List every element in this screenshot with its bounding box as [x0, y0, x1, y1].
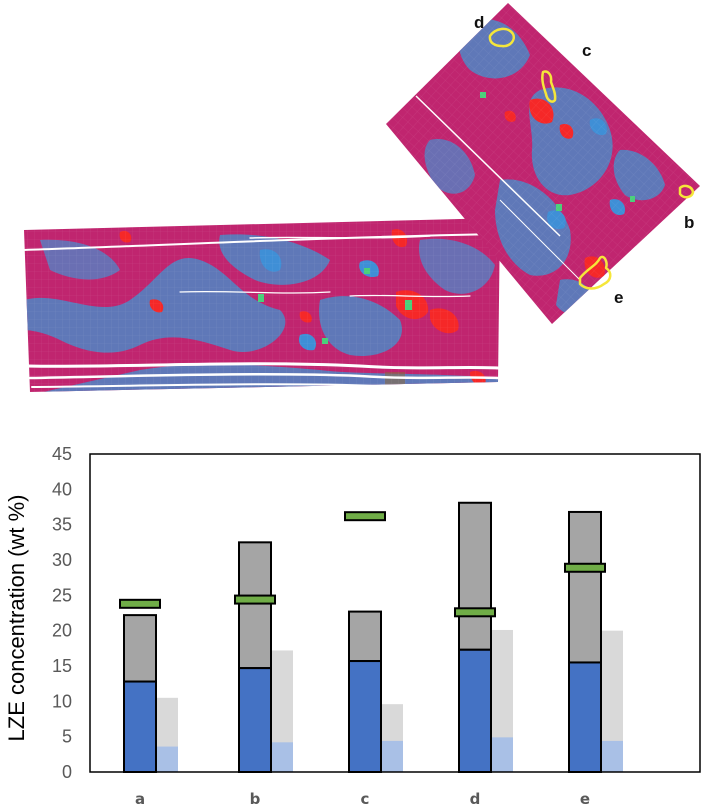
category-label-b: b: [250, 790, 261, 808]
marker-c: [344, 511, 386, 522]
region-label-e: e: [614, 288, 623, 307]
bar-upper-a: [123, 614, 157, 683]
category-label-d: d: [470, 790, 481, 808]
bar-light-lower-a: [156, 746, 178, 772]
bar-light-lower-c: [381, 740, 403, 772]
y-tick-label: 30: [52, 550, 72, 570]
y-tick-label: 5: [62, 727, 72, 747]
region-label-c: c: [582, 41, 591, 60]
outline-b: [678, 184, 695, 199]
y-tick-label: 20: [52, 621, 72, 641]
marker-d: [454, 607, 496, 618]
category-label-e: e: [580, 790, 590, 808]
category-label-a: a: [135, 790, 145, 808]
y-tick-label: 25: [52, 585, 72, 605]
bar-chart: LZE concentration (wt %) 0 5 10 15 20 25 30 35 4…: [4, 444, 701, 808]
bar-light-total-e: [601, 630, 623, 772]
bar-lower-a: [123, 680, 157, 774]
composition-map: d c b e: [23, 3, 700, 392]
y-tick-label: 0: [62, 762, 72, 782]
y-tick-label: 45: [52, 444, 72, 464]
region-label-b: b: [684, 213, 694, 232]
outline-e: [578, 255, 612, 290]
marker-b: [234, 594, 276, 605]
region-outlines: [488, 27, 695, 290]
outline-d: [488, 27, 515, 48]
scan-gaps: [23, 233, 500, 388]
y-tick-label: 15: [52, 656, 72, 676]
bar-light-total-d: [491, 629, 513, 772]
y-tick-label: 10: [52, 691, 72, 711]
plot-frame: [89, 453, 701, 773]
bar-light-total-b: [271, 650, 293, 772]
y-axis-title: LZE concentration (wt %): [4, 495, 29, 742]
bar-upper-b: [238, 541, 272, 670]
y-tick-label: 35: [52, 515, 72, 535]
bar-upper-e: [568, 510, 602, 664]
bar-upper-c: [348, 610, 382, 663]
bar-light-lower-b: [271, 742, 293, 772]
category-label-c: c: [361, 790, 370, 808]
y-tick-labels: 0 5 10 15 20 25 30 35 40 45: [52, 444, 72, 782]
bar-lower-d: [458, 648, 492, 773]
bar-lower-e: [568, 661, 602, 774]
bars: [119, 501, 623, 774]
y-tick-label: 40: [52, 479, 72, 499]
bar-lower-b: [238, 667, 272, 773]
outline-c: [541, 70, 557, 103]
region-label-d: d: [474, 13, 484, 32]
bar-light-lower-d: [491, 737, 513, 772]
marker-e: [564, 562, 606, 573]
bar-lower-c: [348, 660, 382, 774]
bar-upper-d: [458, 501, 492, 651]
bar-light-lower-e: [601, 740, 623, 772]
category-labels: a b c d e: [135, 790, 590, 808]
marker-a: [119, 598, 161, 609]
